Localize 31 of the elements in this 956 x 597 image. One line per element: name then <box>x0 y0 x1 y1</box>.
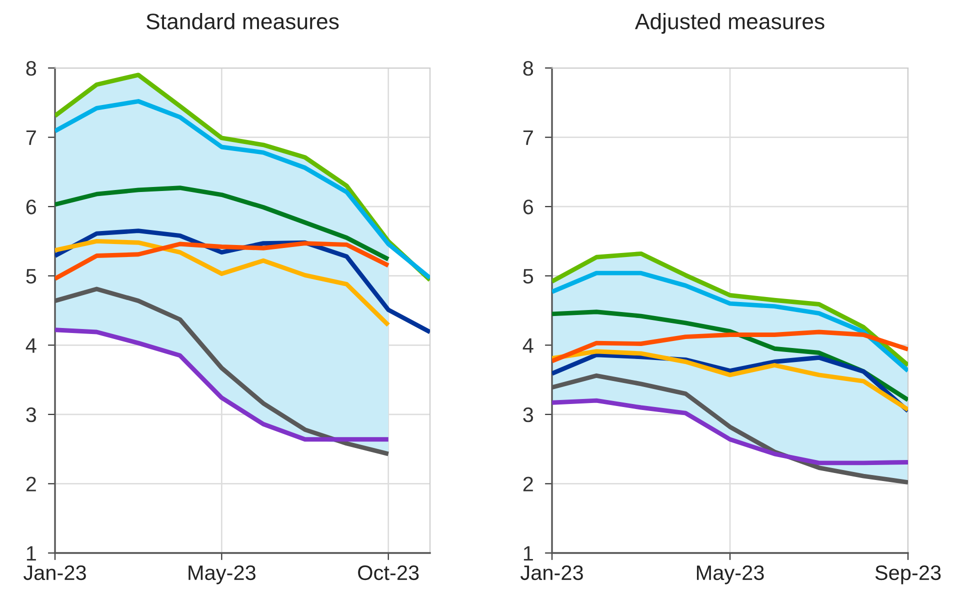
y-tick-label: 5 <box>26 269 36 284</box>
y-tick-label: 6 <box>523 200 534 214</box>
chart-title: Adjusted measures <box>634 13 824 34</box>
y-tick-label: 1 <box>524 546 533 561</box>
y-tick-label: 2 <box>26 476 36 492</box>
y-tick-label: 8 <box>523 61 534 76</box>
y-tick-label: 2 <box>523 476 533 492</box>
y-tick-label: 1 <box>26 546 36 561</box>
x-tick-label: May-23 <box>696 565 764 584</box>
line-series <box>552 330 908 364</box>
x-tick-label: Jan-23 <box>23 565 86 580</box>
y-tick-label: 7 <box>26 130 36 145</box>
line-series <box>55 186 391 262</box>
y-tick-label: 7 <box>523 130 533 145</box>
line-series <box>552 251 908 368</box>
line-series <box>55 238 391 328</box>
y-tick-label: 3 <box>523 407 534 422</box>
y-tick-label: 4 <box>522 338 534 353</box>
y-tick-label: 4 <box>26 338 36 353</box>
line-series <box>55 241 391 281</box>
y-tick-label: 5 <box>523 269 534 284</box>
y-tick-label: 6 <box>26 200 36 214</box>
x-tick-label: May-23 <box>188 565 256 584</box>
y-tick-label: 3 <box>26 407 36 422</box>
line-series <box>552 270 908 374</box>
chart-title: Standard measures <box>146 13 339 30</box>
x-tick-label: Jan-23 <box>520 565 583 580</box>
y-tick-label: 8 <box>26 61 36 76</box>
x-tick-label: Sep-23 <box>875 565 941 584</box>
line-series <box>552 398 908 466</box>
x-tick-label: Oct-23 <box>358 565 419 580</box>
